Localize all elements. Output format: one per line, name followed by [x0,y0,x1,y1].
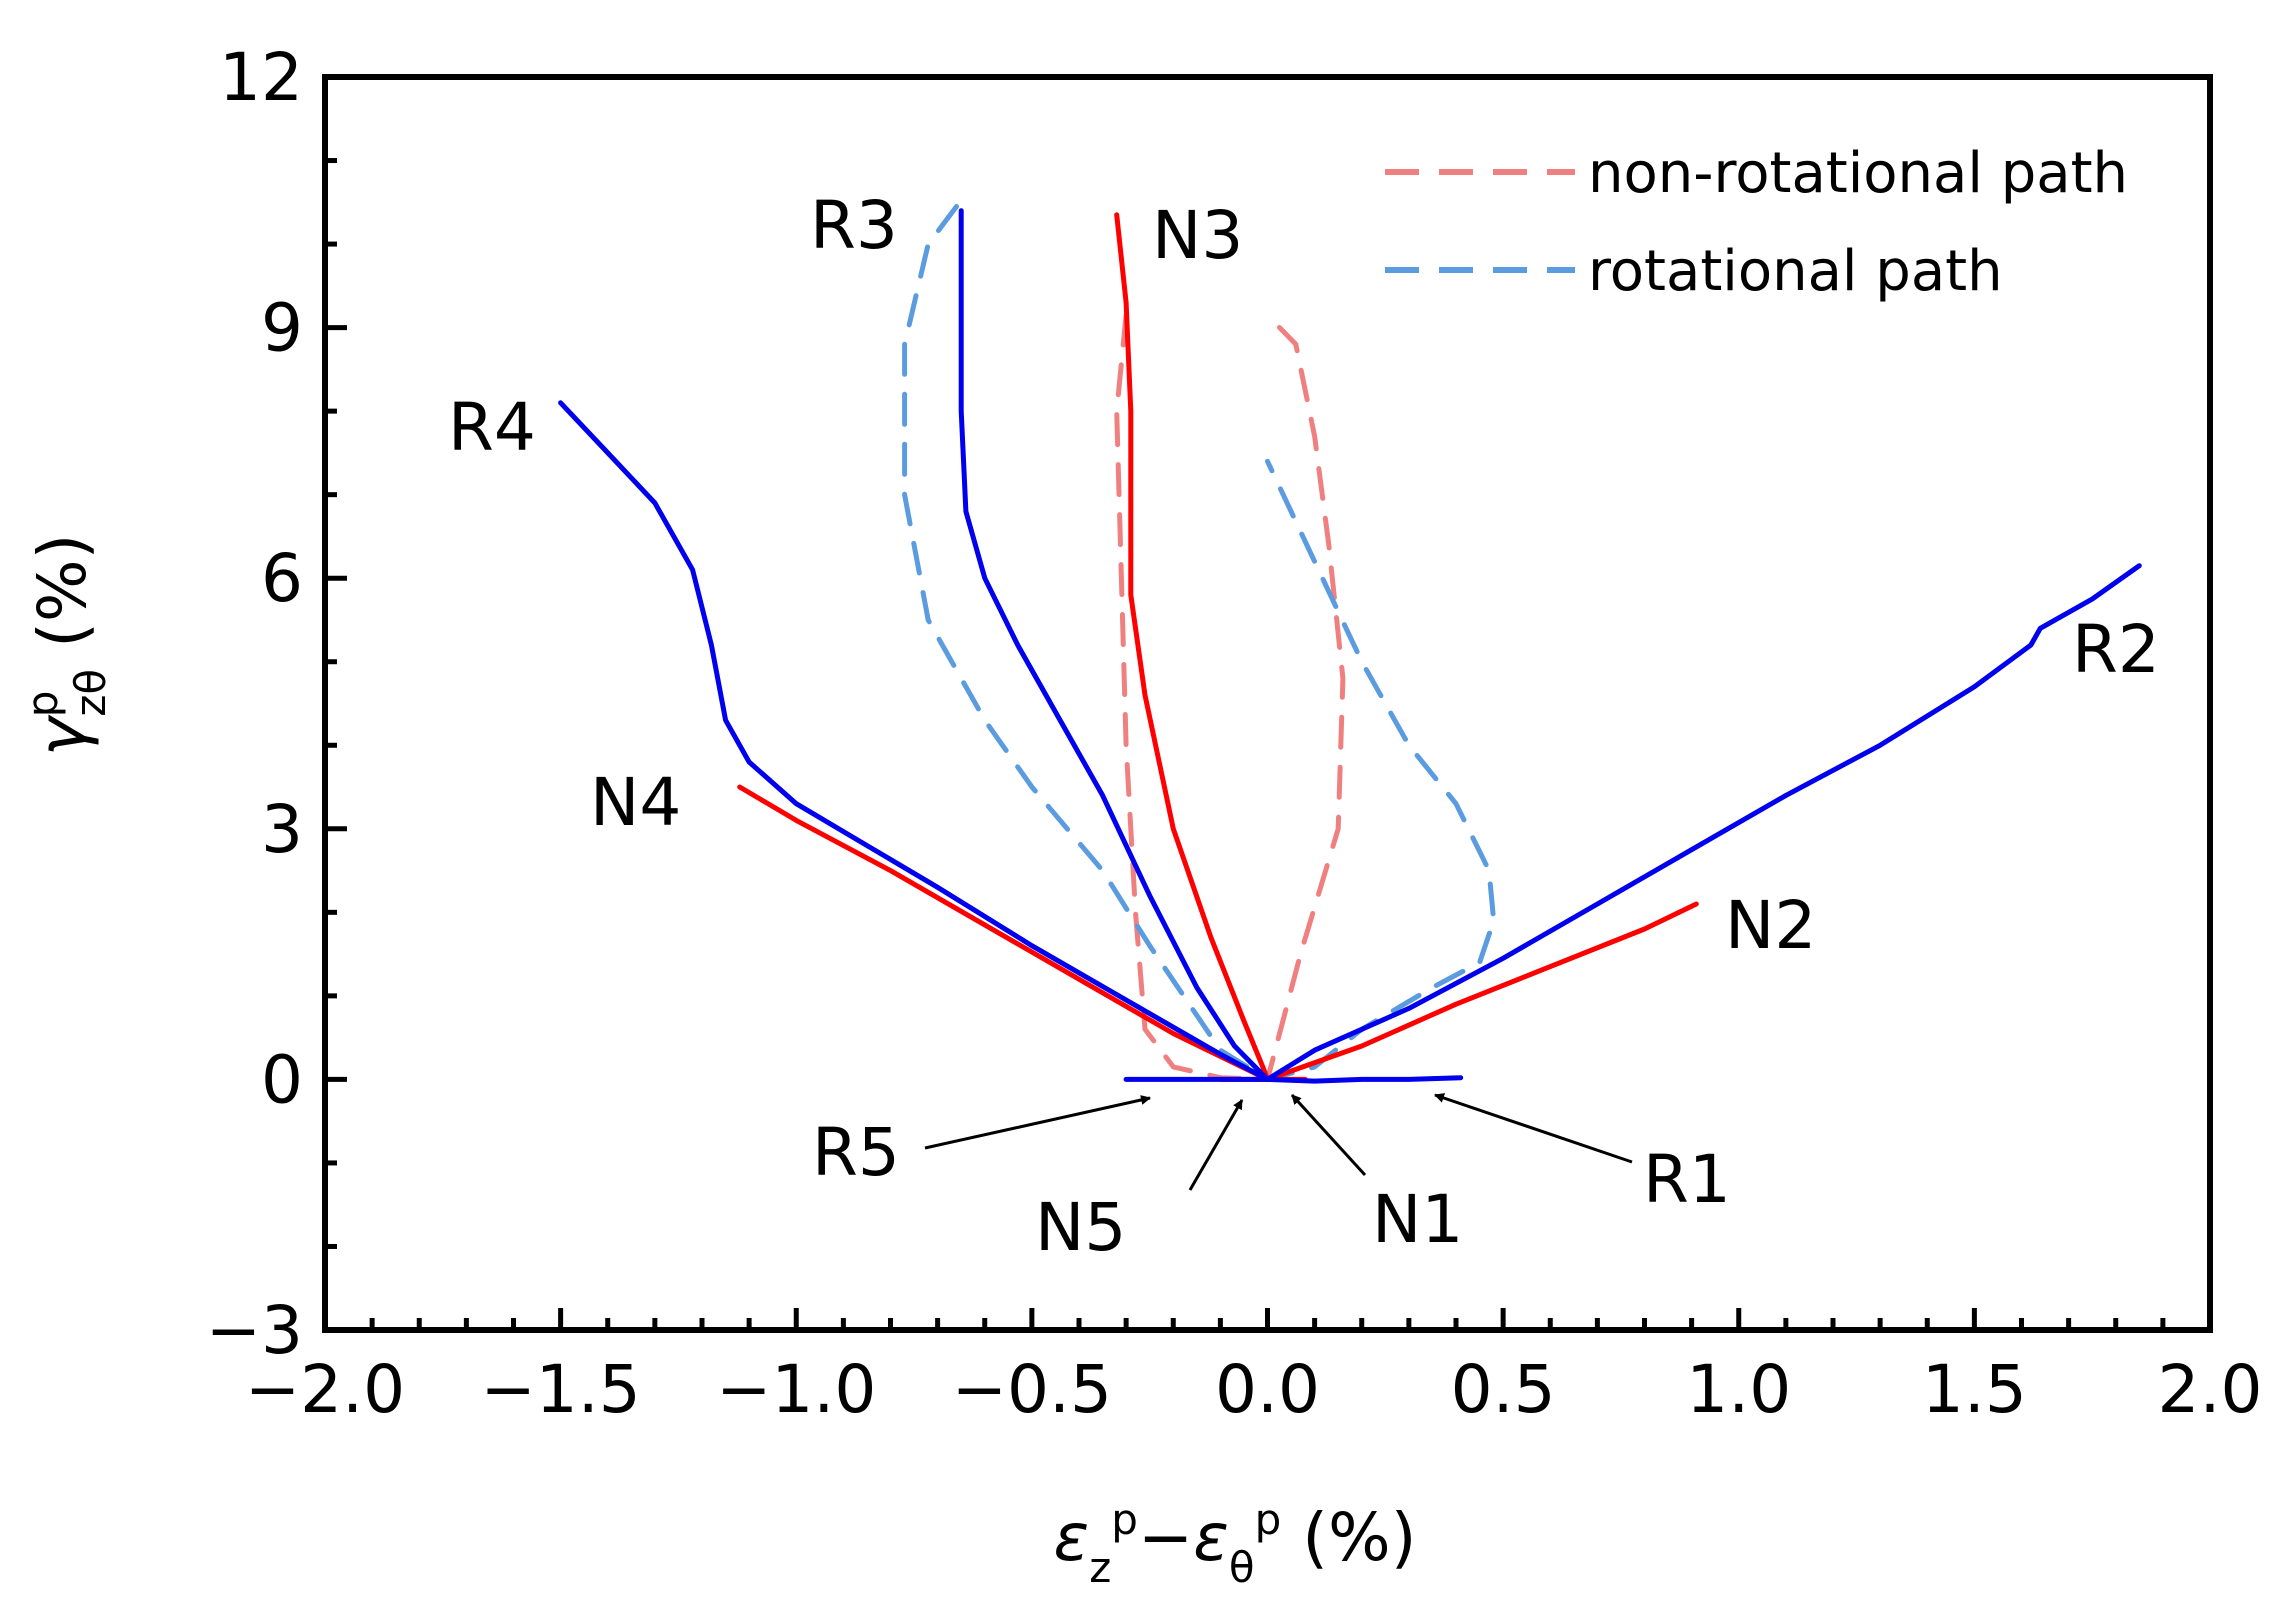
label-n2: N2 [1725,887,1816,964]
series-line-n3-non-rotational [1114,312,1346,1082]
y-tick-label: 3 [261,791,303,868]
annotation-arrows [924,1093,1633,1191]
y-tick-label: 6 [261,540,303,617]
arrow-n5 [1188,1099,1244,1191]
label-r3: R3 [810,187,898,264]
arrow-n1 [1290,1093,1367,1177]
series-line-r4 [558,400,1270,1082]
x-tick-label: 1.5 [1922,1351,2027,1428]
x-axis-title: εzp−εθp (%) [1054,1495,1417,1592]
label-n3: N3 [1152,197,1243,274]
x-axis-title-dash: − [1138,1499,1193,1576]
x-axis-title-sub2: θ [1229,1543,1255,1592]
label-n1: N1 [1372,1181,1463,1258]
legend-label-rotational: rotational path [1588,239,2003,304]
label-n4: N4 [590,764,681,841]
series-line-r1 [1265,1075,1464,1084]
y-axis-title-sup: p [18,691,67,718]
x-tick-label: −1.0 [716,1351,876,1428]
y-axis-title: γpzθ (%) [18,534,115,757]
y-tick-label: −3 [206,1292,303,1369]
arrow-r1 [1434,1093,1633,1164]
y-tick-label: 9 [261,290,303,367]
series-line-n4 [737,784,1270,1082]
series-line-n3 [1114,212,1270,1082]
plot-frame [322,74,2213,1333]
x-axis-title-sub1: z [1089,1543,1111,1592]
series-line-r3-rotational [902,204,1497,1082]
label-r4: R4 [448,389,536,466]
y-tick-label: 0 [261,1041,303,1118]
x-axis-title-sup2: p [1255,1495,1282,1544]
series-layer [558,204,2142,1084]
series-line-n2 [1265,901,1699,1082]
x-axis-title-eps2: ε [1193,1499,1229,1576]
x-tick-label: −1.5 [480,1351,640,1428]
series-line-r3 [958,208,1270,1082]
legend-label-non-rotational: non-rotational path [1588,141,2128,206]
y-axis-title-gamma: γ [24,714,101,756]
legend: non-rotational path rotational path [1385,141,2128,304]
arrow-r5 [924,1095,1151,1150]
x-tick-label: 1.0 [1686,1351,1791,1428]
y-axis-title-sub: zθ [66,669,115,717]
x-axis-title-eps1: ε [1054,1499,1090,1576]
x-tick-label: −2.0 [245,1351,405,1428]
x-tick-label: 2.0 [2158,1351,2263,1428]
x-tick-label: −0.5 [952,1351,1112,1428]
x-axis-title-sup1: p [1111,1495,1138,1544]
series-labels: N1 N2 N3 N4 N5 R1 R2 R3 R4 R5 [448,187,2160,1266]
label-r5: R5 [812,1114,900,1191]
x-tick-label: 0.5 [1451,1351,1556,1428]
series-line-r2 [1265,563,2142,1082]
x-tick-label: 0.0 [1215,1351,1320,1428]
y-axis-title-unit: (%) [24,534,101,669]
y-tick-label: 12 [219,39,303,116]
label-n5: N5 [1035,1189,1126,1266]
x-axis-ticks: −2.0 −1.5 −1.0 −0.5 0.0 0.5 1.0 1.5 2.0 [245,1308,2263,1428]
label-r2: R2 [2072,611,2160,688]
x-axis-title-unit: (%) [1281,1499,1416,1576]
label-r1: R1 [1643,1141,1731,1218]
y-axis-ticks: −3 0 3 6 9 12 [206,39,347,1369]
